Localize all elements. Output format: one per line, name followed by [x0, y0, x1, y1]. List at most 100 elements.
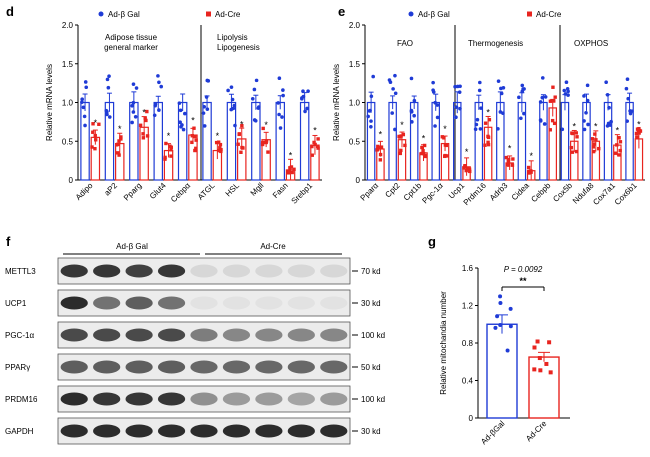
- data-point: [91, 122, 95, 126]
- data-point: [233, 123, 237, 128]
- data-point: [440, 135, 445, 139]
- data-point: [108, 115, 112, 119]
- data-point: [458, 106, 462, 111]
- legend-d-treated-label: Ad-Cre: [215, 10, 241, 19]
- data-point: [529, 170, 533, 174]
- data-point: [266, 150, 270, 154]
- panel-letter-g: g: [428, 234, 436, 249]
- data-point: [194, 146, 198, 151]
- data-point: [169, 145, 174, 149]
- data-point: [292, 167, 296, 172]
- blot-marker-label: 30 kd: [361, 299, 381, 308]
- data-point: [169, 148, 173, 152]
- blot-row-label: PPARγ: [5, 363, 30, 372]
- data-point: [313, 142, 317, 147]
- data-point: [454, 105, 459, 109]
- annotation-e-fao: FAO: [397, 39, 413, 48]
- bar: [366, 101, 376, 181]
- data-point: [130, 103, 134, 108]
- data-point: [637, 131, 641, 135]
- blot-band: [222, 296, 251, 310]
- data-point: [368, 108, 372, 113]
- data-point: [594, 138, 598, 142]
- data-point: [378, 152, 383, 157]
- data-point: [226, 88, 230, 93]
- data-point: [177, 101, 182, 105]
- y-axis-title: Relative mRNA levels: [45, 64, 54, 141]
- blot-band: [222, 392, 251, 406]
- data-point: [376, 144, 380, 149]
- data-point: [310, 144, 314, 149]
- blot-band: [125, 392, 153, 406]
- data-point: [566, 93, 570, 97]
- data-point: [117, 153, 121, 157]
- bar: [431, 101, 440, 181]
- data-point: [190, 140, 194, 145]
- data-point: [391, 87, 395, 91]
- blot-band: [222, 360, 251, 374]
- data-point: [390, 111, 395, 115]
- data-point: [433, 100, 437, 105]
- data-point: [401, 132, 406, 137]
- legend-d-treated-marker: [206, 11, 211, 17]
- data-point: [280, 115, 284, 119]
- data-point: [624, 86, 629, 91]
- x-tick-label: Cpt2: [383, 181, 402, 200]
- x-tick-label: ATGL: [196, 181, 217, 202]
- data-point: [483, 143, 487, 147]
- data-point: [216, 140, 221, 144]
- chart-g: 0 0.4 0.8 1.2 1.6 Relative mitochandia number…: [439, 264, 570, 446]
- data-point: [544, 361, 549, 366]
- data-point: [566, 89, 570, 94]
- data-point: [625, 77, 630, 82]
- bar: [226, 101, 237, 181]
- data-point: [618, 148, 622, 153]
- data-point: [290, 170, 294, 175]
- blot-band: [125, 328, 153, 342]
- blot-band: [255, 392, 283, 406]
- data-point: [454, 115, 458, 120]
- x-tick-label: aP2: [103, 181, 120, 198]
- blot-row-label: UCP1: [5, 299, 27, 308]
- blot-marker-label: 100 kd: [361, 331, 385, 340]
- blot-band: [190, 328, 218, 342]
- y-axis-title: Relative mRNA levels: [332, 64, 341, 141]
- data-point: [163, 155, 167, 160]
- significance-star: *: [400, 120, 404, 130]
- data-point: [232, 103, 237, 108]
- data-point: [194, 138, 198, 142]
- significance-stars: **: [519, 276, 527, 286]
- data-point: [178, 120, 182, 125]
- data-point: [180, 123, 184, 127]
- x-tick-label: Adrb3: [488, 181, 510, 203]
- data-point: [422, 143, 427, 148]
- data-point: [540, 95, 545, 100]
- data-point: [506, 157, 511, 162]
- panel-letter-f: f: [6, 234, 11, 249]
- data-point: [607, 105, 611, 110]
- significance-star: *: [616, 126, 620, 136]
- blot-band: [287, 392, 315, 406]
- data-point: [398, 151, 402, 156]
- data-point: [106, 85, 111, 90]
- data-point: [498, 301, 503, 306]
- data-point: [431, 88, 435, 92]
- significance-star: *: [167, 131, 171, 141]
- significance-star: *: [240, 119, 244, 129]
- x-tick-label: Adipo: [74, 181, 95, 202]
- data-point: [423, 153, 427, 158]
- data-point: [193, 148, 197, 153]
- data-point: [193, 134, 197, 139]
- bar: [560, 101, 570, 181]
- data-point: [412, 98, 417, 103]
- data-point: [252, 87, 257, 92]
- blot-band: [255, 296, 283, 310]
- data-point: [562, 88, 567, 93]
- blot-row-label: PGC-1α: [5, 331, 34, 340]
- data-point: [366, 114, 370, 119]
- data-point: [543, 95, 548, 99]
- data-point: [508, 324, 513, 329]
- blot-band: [125, 360, 153, 374]
- blot-band: [255, 424, 283, 438]
- data-point: [145, 134, 150, 138]
